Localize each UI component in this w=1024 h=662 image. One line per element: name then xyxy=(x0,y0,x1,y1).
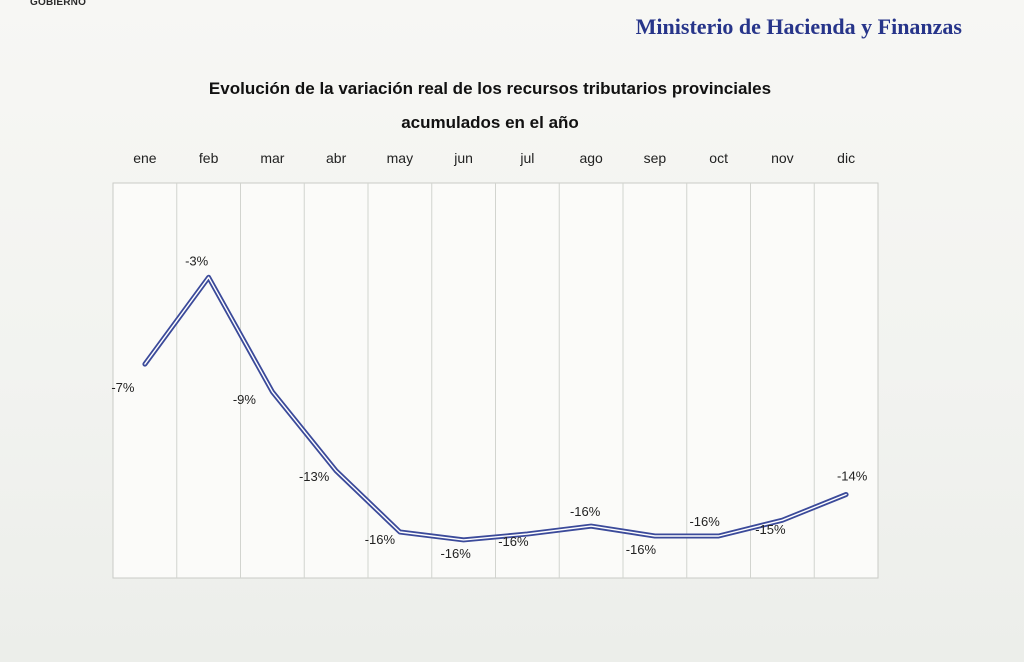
month-label-dic: dic xyxy=(837,150,855,166)
month-label-nov: nov xyxy=(771,150,794,166)
data-labels: -7% -3% -9% -13% -16% -16% -16% -16% -16% -16% -15… xyxy=(111,253,867,561)
chart-title-line-1: Evolución de la variación real de los re… xyxy=(208,79,772,98)
data-label-jul: -16% xyxy=(498,534,529,549)
month-label-jul: jul xyxy=(519,150,534,166)
data-label-abr: -13% xyxy=(299,469,330,484)
month-label-oct: oct xyxy=(709,150,728,166)
chart-title: Evolución de la variación real de los re… xyxy=(120,72,860,140)
ministry-header: Ministerio de Hacienda y Finanzas xyxy=(635,14,962,39)
chart-grid xyxy=(112,182,879,579)
data-label-ago: -16% xyxy=(570,504,601,519)
series-line-group xyxy=(142,274,849,543)
data-label-oct: -16% xyxy=(689,514,720,529)
month-labels: ene feb mar abr may jun jul ago sep oct nov dic xyxy=(133,150,855,166)
month-label-jun: jun xyxy=(453,150,473,166)
month-label-abr: abr xyxy=(326,150,347,166)
month-label-sep: sep xyxy=(644,150,667,166)
data-label-feb: -3% xyxy=(185,253,209,268)
data-label-mar: -9% xyxy=(233,392,257,407)
data-label-nov: -15% xyxy=(755,522,786,537)
data-label-may: -16% xyxy=(365,532,396,547)
data-label-sep: -16% xyxy=(626,542,657,557)
corner-label: GOBIERNO xyxy=(30,0,87,8)
chart-title-line-2: acumulados en el año xyxy=(401,113,579,132)
data-label-jun: -16% xyxy=(440,546,471,561)
month-label-ago: ago xyxy=(579,150,603,166)
data-label-ene: -7% xyxy=(111,380,135,395)
month-label-mar: mar xyxy=(260,150,284,166)
month-label-may: may xyxy=(387,150,413,166)
month-label-ene: ene xyxy=(133,150,157,166)
month-label-feb: feb xyxy=(199,150,219,166)
data-label-dic: -14% xyxy=(837,469,868,484)
series-line-highlight xyxy=(144,276,847,541)
